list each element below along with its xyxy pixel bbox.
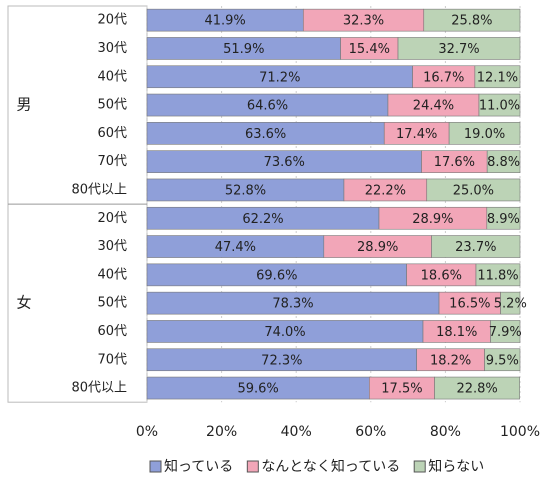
value-label: 11.0% [479,99,520,114]
value-label: 23.7% [455,240,496,255]
value-label: 64.6% [247,99,288,114]
value-label: 52.8% [225,183,266,198]
bar-segment [423,8,521,32]
value-label: 17.4% [396,127,437,142]
value-label: 17.6% [434,155,475,170]
value-label: 74.0% [264,325,305,340]
value-label: 73.6% [264,155,305,170]
value-label: 18.1% [436,325,477,340]
bar-segment [484,348,521,372]
value-label: 8.8% [487,155,520,170]
legend-swatch [149,460,162,473]
value-label: 25.0% [453,183,494,198]
legend-label: 知っている [164,458,233,475]
value-label: 41.9% [204,14,245,29]
value-label: 8.9% [487,212,520,227]
value-label: 28.9% [412,212,453,227]
legend-swatch [246,460,259,473]
y-tick-label: 70代 [97,352,127,367]
value-label: 32.7% [438,42,479,57]
legend-label: 知らない [428,458,484,475]
value-label: 7.9% [489,325,522,340]
bar-segment [426,178,521,202]
y-tick-label: 20代 [97,211,127,226]
bar-segment [486,206,521,230]
y-tick-label: 50代 [97,98,127,113]
bar-segment [434,376,520,400]
value-label: 22.2% [365,183,406,198]
y-tick-label: 80代以上 [71,381,127,396]
y-tick-label: 40代 [97,69,127,84]
value-label: 32.3% [343,14,384,29]
value-label: 18.2% [430,353,471,368]
y-tick-label: 20代 [97,13,127,28]
bar-segment [448,122,521,145]
x-tick-label: 80% [430,424,461,440]
value-label: 16.5% [449,297,490,312]
value-label: 16.7% [423,70,464,85]
y-tick-label: 80代以上 [71,182,127,197]
value-label: 25.8% [451,14,492,29]
legend-swatch [413,460,426,473]
value-label: 28.9% [357,240,398,255]
group-label: 男 [16,96,31,114]
x-tick-label: 100% [500,424,540,440]
value-label: 51.9% [223,42,264,57]
value-label: 22.8% [456,382,497,397]
value-label: 11.8% [477,268,518,283]
value-label: 59.6% [237,382,278,397]
value-label: 5.2% [494,297,527,312]
y-tick-label: 30代 [97,41,127,56]
value-label: 12.1% [477,70,518,85]
value-label: 78.3% [272,297,313,312]
group-label: 女 [16,294,31,312]
value-label: 9.5% [486,353,519,368]
y-tick-label: 70代 [97,154,127,169]
legend-label: なんとなく知っている [261,458,400,475]
bar-segment [500,291,521,315]
value-label: 47.4% [215,240,256,255]
x-tick-label: 40% [281,424,312,440]
value-label: 19.0% [464,127,505,142]
x-tick-label: 20% [206,424,237,440]
y-tick-label: 60代 [97,126,127,141]
bar-segment [474,65,521,89]
value-label: 69.6% [256,268,297,283]
value-label: 18.6% [421,268,462,283]
y-tick-label: 40代 [97,267,127,282]
x-tick-label: 0% [136,424,158,440]
bar-segment [397,37,521,60]
value-label: 62.2% [242,212,283,227]
value-label: 72.3% [261,353,302,368]
y-tick-label: 30代 [97,239,127,254]
value-label: 71.2% [259,70,300,85]
bar-segment [486,150,521,173]
value-label: 63.6% [245,127,286,142]
y-tick-label: 60代 [97,324,127,339]
value-label: 17.5% [381,382,422,397]
value-label: 15.4% [349,42,390,57]
bar-segment [431,235,521,258]
value-label: 24.4% [413,99,454,114]
bar-segment [490,320,521,343]
bar-segment [478,93,521,117]
y-tick-label: 50代 [97,296,127,311]
x-tick-label: 60% [355,424,386,440]
bar-segment [475,263,521,287]
